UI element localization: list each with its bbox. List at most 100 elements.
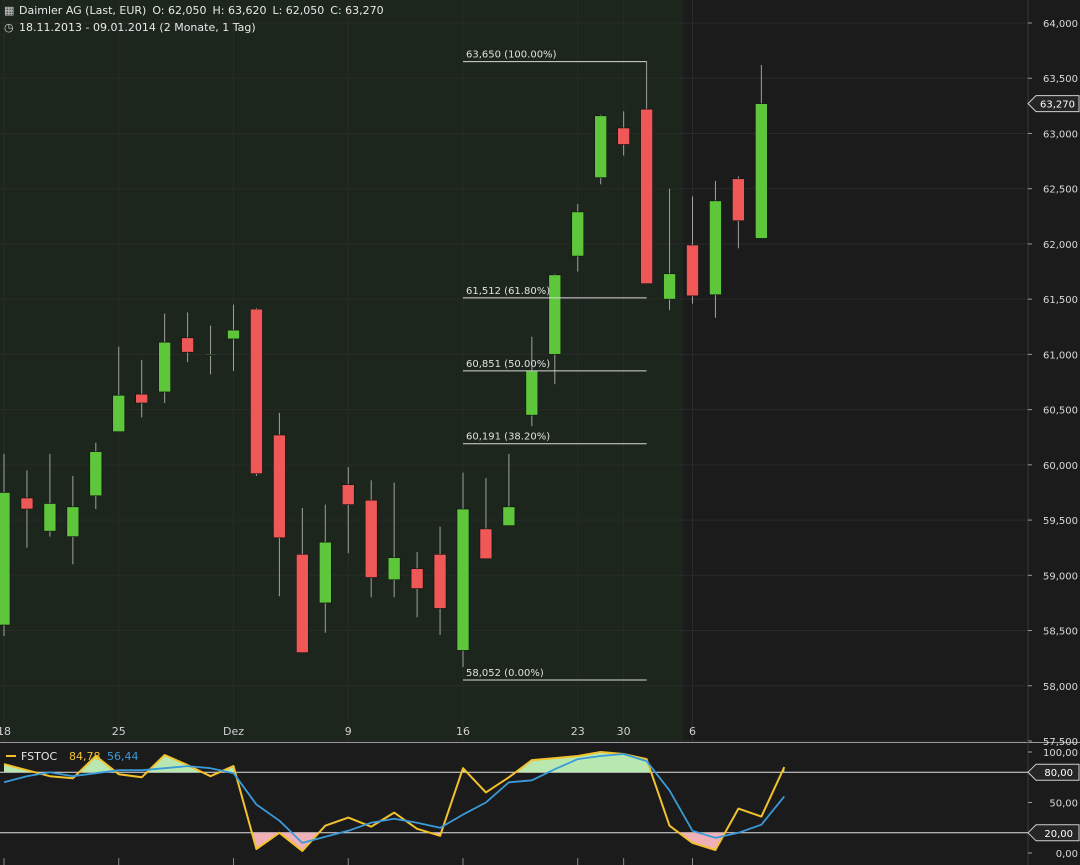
y-tick-label: 62,500: [1043, 185, 1078, 196]
x-tick-label: 23: [571, 725, 585, 738]
candle: [663, 188, 676, 311]
candle: [548, 273, 562, 385]
candle: [387, 482, 401, 598]
candle-body-up: [158, 341, 171, 393]
period-label: 18.11.2013 - 09.01.2014 (2 Monate, 1 Tag…: [19, 21, 256, 34]
candle: [135, 359, 148, 418]
candle-body-down: [732, 178, 745, 222]
candle-body-down: [341, 484, 355, 505]
candle-body-up: [456, 508, 470, 651]
candle-body-down: [640, 108, 653, 284]
x-tick-label: 16: [456, 725, 470, 738]
y-tick-label: 57,500: [1043, 737, 1078, 748]
stoch-reference-label: 80,00: [1044, 768, 1073, 779]
stoch-k-line: [3, 751, 786, 852]
fib-level-label: 63,650 (100.00%): [466, 50, 557, 61]
candle: [709, 180, 722, 318]
candle: [89, 442, 103, 510]
candle-body-up: [66, 506, 80, 537]
candle: [66, 475, 80, 565]
candle-body-up: [755, 103, 768, 239]
x-tick-label: 30: [617, 725, 631, 738]
candle: [479, 478, 493, 560]
stoch-oversold-fill: [252, 832, 725, 851]
y-tick-label: 63,000: [1043, 129, 1078, 140]
candle-body-down: [250, 308, 263, 474]
clock-icon: ◷: [4, 21, 14, 34]
candle: [341, 467, 355, 554]
candle-body-up: [204, 354, 217, 356]
x-tick-label: 9: [345, 725, 352, 738]
y-tick-label: 60,000: [1043, 461, 1078, 472]
candle: [0, 453, 11, 637]
stoch-y-tick-label: 0,00: [1056, 849, 1078, 860]
y-tick-label: 59,000: [1043, 571, 1078, 582]
candle: [181, 312, 194, 363]
last-price-marker: 63,270: [1027, 95, 1080, 113]
candle: [296, 507, 309, 653]
y-tick-label: 58,500: [1043, 627, 1078, 638]
candle-body-up: [387, 557, 401, 581]
candle: [158, 313, 171, 403]
x-tick-label: Dez: [223, 725, 244, 738]
candle: [364, 480, 378, 598]
stoch-legend-title: FSTOC: [21, 750, 57, 763]
candle: [250, 307, 263, 476]
fib-level-label: 61,512 (61.80%): [466, 286, 550, 297]
candle: [112, 346, 126, 433]
candle: [594, 114, 608, 185]
candle-body-up: [89, 451, 103, 497]
header-period-row: ◷ 18.11.2013 - 09.01.2014 (2 Monate, 1 Ta…: [4, 21, 256, 35]
ohlc-low: L: 62,050: [272, 4, 325, 17]
fib-level-label: 60,851 (50.00%): [466, 359, 550, 370]
candle: [433, 526, 447, 635]
candle-body-up: [709, 200, 722, 296]
x-tick-label: 25: [112, 725, 126, 738]
candle-body-down: [686, 244, 699, 297]
candle: [502, 453, 516, 526]
stoch-d-line: [3, 753, 785, 844]
candle-body-down: [135, 393, 148, 404]
ohlc-open: O: 62,050: [152, 4, 207, 17]
x-tick-label: 18: [0, 725, 11, 738]
stoch-reference-box: [1027, 763, 1080, 781]
last-price-box: [1027, 95, 1080, 113]
candle-body-down: [617, 127, 630, 145]
stoch-reference-box: [1027, 824, 1080, 842]
stoch-y-tick-label: 100,00: [1043, 748, 1078, 759]
x-tick-label: 6: [689, 725, 696, 738]
ohlc-close: C: 63,270: [330, 4, 384, 17]
candle: [410, 552, 424, 618]
y-tick-label: 63,500: [1043, 74, 1078, 85]
candle-body-up: [318, 541, 332, 604]
candle-body-up: [571, 211, 585, 257]
candle: [755, 64, 768, 239]
candle-body-down: [479, 528, 493, 560]
stoch-legend-k-value: 84,78: [69, 750, 101, 763]
header-instrument-row: ▦ Daimler AG (Last, EUR) O: 62,050 H: 63,62…: [4, 4, 384, 18]
candle-body-up: [43, 503, 57, 532]
candle: [43, 453, 57, 537]
candle-body-down: [364, 499, 378, 578]
candle: [571, 204, 585, 272]
candle: [640, 61, 653, 284]
candle-body-up: [594, 115, 608, 178]
candle-body-down: [410, 568, 424, 589]
candle: [686, 196, 699, 304]
candle: [617, 111, 630, 156]
ohlc-high: H: 63,620: [212, 4, 267, 17]
y-tick-label: 61,500: [1043, 295, 1078, 306]
candle-body-up: [525, 370, 539, 416]
y-tick-label: 60,500: [1043, 406, 1078, 417]
candle-body-down: [296, 554, 309, 653]
candle: [732, 176, 745, 249]
candle-body-up: [548, 274, 562, 355]
candlestick-chart-icon: ▦: [4, 4, 15, 17]
candle: [318, 504, 332, 633]
stoch-y-tick-label: 50,00: [1049, 799, 1078, 810]
candle: [456, 472, 470, 667]
candle-body-up: [0, 492, 11, 626]
y-tick-label: 61,000: [1043, 350, 1078, 361]
candle-body-up: [502, 506, 516, 526]
